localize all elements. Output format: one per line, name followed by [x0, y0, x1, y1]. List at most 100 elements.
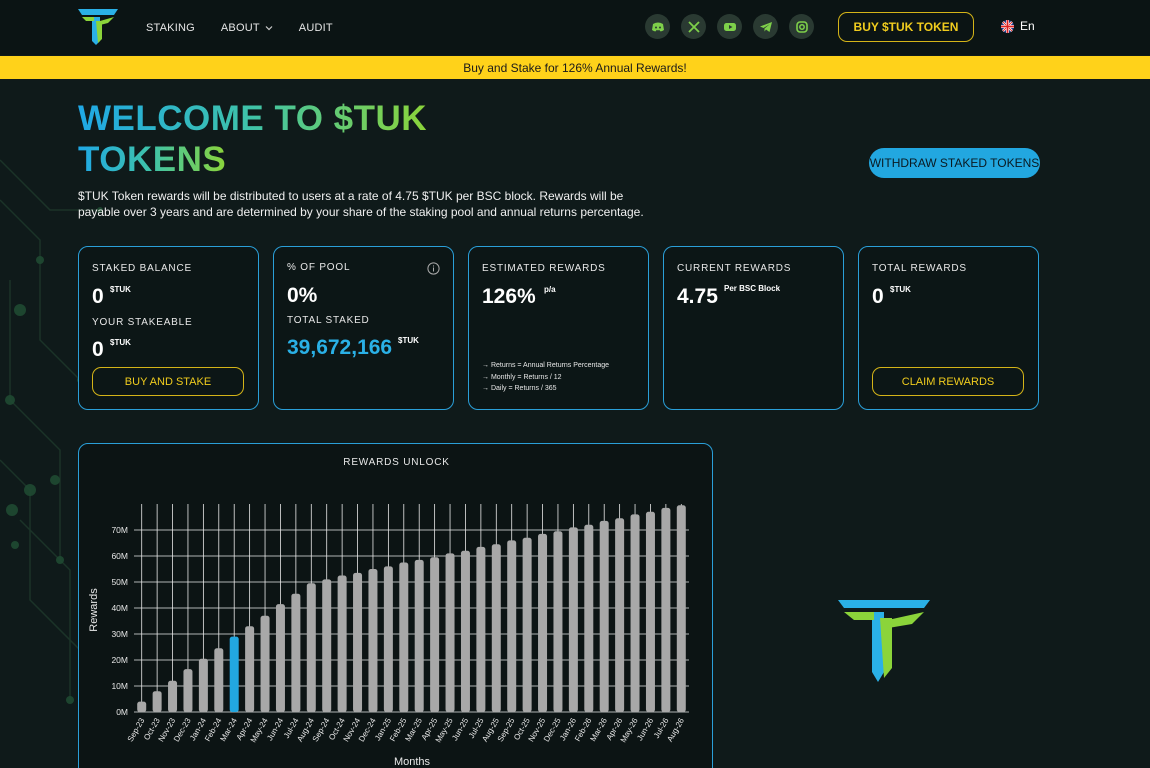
tuk-logo[interactable] — [78, 7, 118, 45]
bar-Aug-25 — [491, 544, 501, 712]
stakeable-label: YOUR STAKEABLE — [92, 317, 193, 328]
total-staked-label: TOTAL STAKED — [287, 315, 370, 326]
bar-Dec-24 — [368, 569, 378, 712]
bar-Apr-26 — [615, 518, 625, 712]
bar-Nov-23 — [168, 680, 178, 712]
nav-about[interactable]: ABOUT — [221, 22, 273, 34]
youtube-icon[interactable] — [717, 14, 742, 39]
nav-audit[interactable]: AUDIT — [299, 22, 333, 34]
bar-Jun-25 — [460, 550, 470, 712]
bar-Jun-26 — [645, 511, 655, 712]
bar-Mar-24 — [229, 636, 239, 712]
instagram-icon[interactable] — [789, 14, 814, 39]
x-tick-label: Jun-24 — [265, 716, 285, 742]
estimated-rewards-value: 126% — [482, 285, 536, 308]
staked-balance-unit: $TUK — [110, 285, 131, 294]
chart-title: REWARDS UNLOCK — [343, 457, 450, 468]
top-navbar: STAKING ABOUT AUDIT BUY $TUK TOKEN — [0, 0, 1150, 55]
bar-Jul-24 — [291, 593, 301, 712]
estimated-rewards-unit: p/a — [544, 285, 556, 294]
hero-description: $TUK Token rewards will be distributed t… — [78, 189, 644, 219]
chevron-down-icon — [265, 25, 273, 30]
language-selector[interactable]: En — [1001, 19, 1035, 33]
x-axis-label: Months — [394, 756, 431, 768]
staked-balance-label: STAKED BALANCE — [92, 263, 192, 274]
promo-banner-text: Buy and Stake for 126% Annual Rewards! — [463, 60, 687, 75]
total-staked-unit: $TUK — [398, 336, 419, 345]
pool-share-card: % OF POOL 0% TOTAL STAKED 39,672,166 $TU… — [273, 246, 454, 410]
bar-Jun-24 — [275, 604, 285, 712]
x-tick-label: Jun-26 — [635, 716, 655, 742]
tuk-large-logo — [838, 600, 930, 682]
estimated-rewards-card: ESTIMATED REWARDS 126% p/a → Returns = A… — [468, 246, 649, 410]
pool-share-label: % OF POOL — [287, 262, 351, 273]
main-nav: STAKING ABOUT AUDIT — [146, 0, 359, 55]
bar-Mar-26 — [599, 520, 609, 712]
bar-Oct-23 — [152, 691, 162, 712]
bar-Feb-25 — [399, 562, 409, 712]
bar-Jul-26 — [661, 507, 671, 712]
bar-Nov-24 — [353, 572, 363, 712]
discord-icon[interactable] — [645, 14, 670, 39]
bar-Aug-24 — [306, 583, 316, 712]
bar-Sep-24 — [322, 579, 332, 712]
y-tick-label: 30M — [111, 629, 128, 639]
nav-audit-label: AUDIT — [298, 21, 333, 34]
bar-Feb-24 — [214, 648, 224, 712]
bar-Sep-25 — [507, 540, 517, 712]
bar-Oct-24 — [337, 575, 347, 712]
stakeable-value: 0 — [92, 338, 104, 361]
telegram-icon[interactable] — [753, 14, 778, 39]
stakeable-unit: $TUK — [110, 338, 131, 347]
bar-Jan-24 — [198, 658, 208, 712]
nav-about-label: ABOUT — [220, 21, 260, 34]
page-title: WELCOME TO $TUK TOKENS — [78, 98, 427, 180]
x-icon[interactable] — [681, 14, 706, 39]
estimated-rewards-label: ESTIMATED REWARDS — [482, 263, 606, 274]
bar-Dec-23 — [183, 669, 193, 712]
uk-flag-icon — [1001, 19, 1014, 33]
total-staked-value: 39,672,166 — [287, 336, 393, 359]
promo-banner: Buy and Stake for 126% Annual Rewards! — [0, 56, 1150, 79]
bar-Jan-25 — [383, 566, 393, 712]
buy-and-stake-button[interactable]: BUY AND STAKE — [92, 367, 244, 396]
bar-Nov-25 — [538, 533, 548, 712]
rewards-formula-notes: → Returns = Annual Returns Percentage → … — [482, 360, 609, 395]
bar-Apr-25 — [430, 557, 440, 712]
note-returns: → Returns = Annual Returns Percentage — [482, 362, 610, 369]
bar-Feb-26 — [584, 524, 594, 712]
bar-Mar-25 — [414, 559, 424, 712]
claim-rewards-button[interactable]: CLAIM REWARDS — [872, 367, 1024, 396]
circuit-background-decoration — [0, 159, 103, 704]
bar-Oct-25 — [522, 537, 532, 712]
note-monthly: → Monthly = Returns / 12 — [482, 373, 562, 381]
y-tick-label: 40M — [111, 603, 128, 613]
nav-staking[interactable]: STAKING — [146, 22, 195, 34]
total-rewards-unit: $TUK — [890, 285, 911, 294]
bar-May-25 — [445, 553, 455, 712]
staked-balance-value: 0 — [92, 285, 104, 308]
language-label: En — [1020, 19, 1035, 33]
nav-staking-label: STAKING — [146, 21, 195, 34]
y-tick-label: 20M — [111, 655, 128, 665]
info-icon[interactable] — [427, 262, 440, 275]
total-rewards-value: 0 — [872, 285, 884, 308]
x-tick-label: Jun-25 — [450, 716, 470, 742]
y-tick-label: 50M — [111, 577, 128, 587]
y-tick-label: 60M — [111, 551, 128, 561]
y-tick-label: 70M — [111, 525, 128, 535]
current-rewards-unit: Per BSC Block — [724, 284, 781, 293]
page-title-line2: TOKENS — [78, 140, 227, 179]
note-monthly-text: Monthly = Returns / 12 — [490, 373, 562, 381]
current-rewards-value: 4.75 — [677, 285, 718, 308]
note-daily: → Daily = Returns / 365 — [482, 385, 557, 392]
withdraw-staked-button[interactable]: WITHDRAW STAKED TOKENS — [869, 148, 1040, 178]
buy-token-button[interactable]: BUY $TUK TOKEN — [838, 12, 974, 42]
bar-May-26 — [630, 514, 640, 712]
rewards-unlock-chart: 0M10M20M30M40M50M60M70MSep-23Oct-23Nov-2… — [88, 504, 689, 768]
pool-share-value: 0% — [287, 284, 318, 307]
current-rewards-label: CURRENT REWARDS — [677, 263, 792, 274]
staked-balance-card: STAKED BALANCE 0 $TUK YOUR STAKEABLE 0 $… — [78, 246, 259, 410]
note-returns-text: Returns = Annual Returns Percentage — [490, 362, 610, 369]
bar-Jan-26 — [568, 527, 578, 712]
